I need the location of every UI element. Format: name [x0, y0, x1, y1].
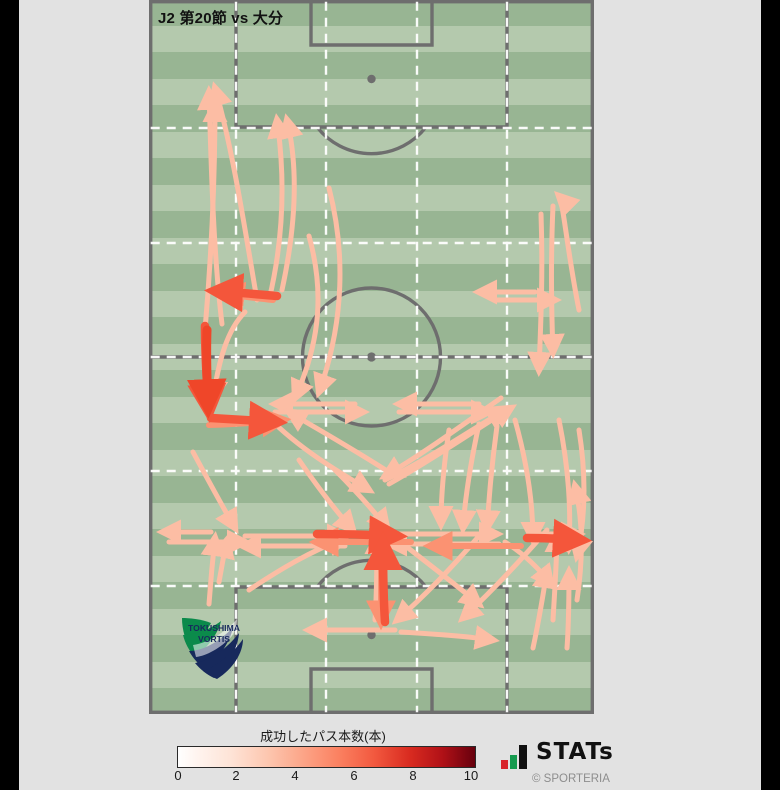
badge-line1: TOKUSHIMA	[188, 623, 240, 633]
badge-line2: VORTIS	[198, 634, 230, 644]
pitch-svg	[149, 0, 594, 714]
colorbar-tick-10: 10	[463, 768, 479, 783]
badge-shield	[182, 618, 243, 679]
colorbar-tick-6: 6	[350, 768, 358, 783]
penalty-spot-top	[367, 74, 376, 84]
stats-bars-icon	[501, 745, 527, 769]
pitch-container: J2 第20節 vs 大分 TOKUSHIMA VORTIS	[149, 0, 594, 714]
colorbar-tick-2: 2	[232, 768, 240, 783]
pitch-spots	[366, 74, 377, 640]
page-title: J2 第20節 vs 大分	[158, 10, 284, 27]
colorbar-gradient	[177, 746, 476, 768]
center-spot	[366, 352, 377, 362]
stats-logo: STATs	[500, 739, 620, 786]
colorbar-tick-4: 4	[291, 768, 299, 783]
colorbar-tick-8: 8	[409, 768, 417, 783]
pass-arrows-peak	[187, 325, 227, 419]
colorbar-tick-0: 0	[174, 768, 182, 783]
colorbar-title: 成功したパス本数(本)	[260, 729, 386, 744]
stats-wordmark: STATs	[536, 739, 614, 765]
colorbar-legend: 成功したパス本数(本) 0 2 4 6 8 10	[168, 726, 478, 784]
zone-grid	[150, 1, 593, 713]
copyright-text: © SPORTERIA	[532, 773, 610, 785]
team-badge: TOKUSHIMA VORTIS	[182, 618, 243, 679]
penalty-spot-bottom	[367, 630, 376, 640]
